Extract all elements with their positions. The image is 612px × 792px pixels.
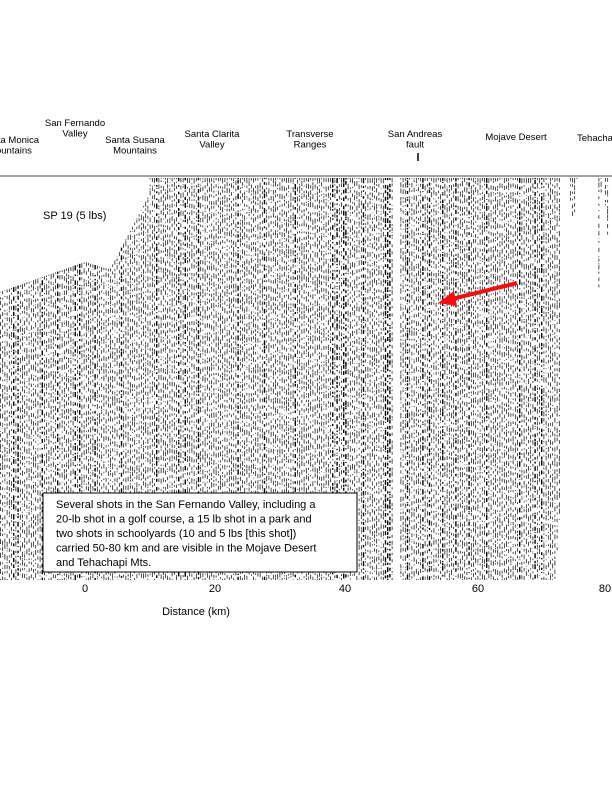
- region-label: Santa Clarita: [185, 129, 241, 140]
- annotation-box: [42, 492, 358, 573]
- x-tick-label: 80: [599, 583, 611, 595]
- region-label: Santa Monica: [0, 135, 40, 146]
- region-label: Ranges: [294, 140, 327, 151]
- annotation-line: two shots in schoolyards (10 and 5 lbs […: [56, 528, 296, 540]
- annotation-line: carried 50-80 km and are visible in the …: [56, 543, 316, 555]
- blank-column: [393, 178, 400, 580]
- region-labels: Santa MonicaMountainsSan FernandoValleyS…: [0, 118, 612, 157]
- blank-column: [560, 178, 570, 580]
- region-label: Valley: [62, 129, 87, 140]
- x-tick-label: 60: [472, 583, 484, 595]
- region-label: Mountains: [0, 146, 32, 157]
- region-label: Valley: [199, 140, 224, 151]
- region-label: Mountains: [113, 146, 157, 157]
- region-label: fault: [406, 140, 424, 151]
- arrow-head: [438, 291, 457, 306]
- x-tick-label: 20: [209, 583, 221, 595]
- annotation-line: and Tehachapi Mts.: [56, 557, 151, 569]
- x-tick-label: 0: [82, 583, 88, 595]
- shot-label: SP 19 (5 lbs): [43, 210, 106, 222]
- x-tick-label: 40: [339, 583, 351, 595]
- annotation-line: 20-lb shot in a golf course, a 15 lb sho…: [56, 514, 312, 526]
- x-ticks: 0 20 40 60 80: [82, 583, 611, 595]
- region-label: Tehachapi: [577, 133, 612, 144]
- region-label: Santa Susana: [105, 135, 165, 146]
- arrow-shaft: [451, 281, 518, 301]
- annotation-line: Several shots in the San Fernando Valley…: [56, 499, 316, 511]
- region-label: San Andreas: [388, 129, 443, 140]
- x-axis-label: Distance (km): [162, 606, 230, 618]
- annotation: Several shots in the San Fernando Valley…: [56, 499, 316, 569]
- region-label: Transverse: [286, 129, 333, 140]
- region-label: San Fernando: [45, 118, 105, 129]
- region-label: Mojave Desert: [485, 132, 547, 143]
